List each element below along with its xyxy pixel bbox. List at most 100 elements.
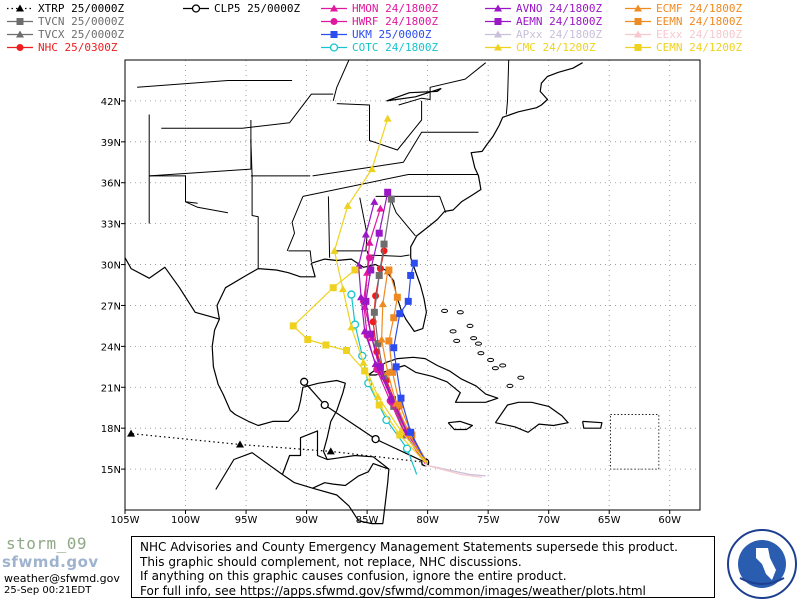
track-nhc [369, 247, 426, 463]
legend-marker-icon [16, 30, 24, 38]
antilles-box [610, 414, 660, 470]
legend-label: COTC 24/1800Z [352, 41, 439, 54]
state-boundary-line [366, 250, 410, 257]
track-cemn [289, 266, 427, 465]
track-xtrp [127, 429, 430, 466]
legend-marker-icon [634, 30, 642, 38]
track-point [322, 341, 330, 349]
lon-label: 90W [295, 515, 318, 526]
legend-swatch [7, 4, 33, 12]
track-point [359, 358, 368, 366]
cuba-outline [367, 356, 499, 403]
track-point [387, 195, 395, 203]
legend-marker-icon [330, 31, 338, 38]
legend-label: NHC 25/0300Z [38, 41, 118, 54]
legend-marker-icon [494, 43, 502, 51]
legend-marker-icon [16, 18, 24, 25]
legend-label: HMON 24/1800Z [352, 2, 439, 15]
state-boundary-line [312, 131, 479, 177]
track-point [404, 297, 412, 305]
track-aemn [362, 188, 427, 463]
legend-swatch [321, 18, 347, 25]
track-point [300, 377, 309, 386]
track-point [366, 254, 374, 262]
track-point [367, 330, 375, 338]
lon-label: 95W [235, 515, 258, 526]
track-point [338, 285, 347, 293]
disclaimer-line-4: For full info, see https://apps.sfwmd.go… [140, 583, 646, 598]
legend-swatch [625, 4, 651, 12]
lon-label: 60W [658, 515, 681, 526]
legend-label: TVCX 25/0000Z [38, 28, 125, 41]
track-line [425, 464, 483, 478]
track-point [370, 308, 378, 316]
track-point [375, 401, 383, 409]
legend-marker-icon [634, 4, 642, 12]
legend-marker-icon [329, 43, 339, 52]
track-point [371, 434, 380, 444]
state-boundary-line [327, 196, 331, 258]
track-point [362, 297, 370, 305]
track-point [407, 271, 415, 279]
track-point [367, 165, 376, 173]
track-point [361, 230, 370, 238]
state-boundary-line [302, 174, 479, 197]
lat-label: 15N [101, 465, 121, 476]
lon-label: 100W [171, 515, 200, 526]
central-america-inner-outline [281, 430, 328, 475]
island-outline [491, 366, 499, 371]
track-point [393, 293, 401, 301]
track-point [375, 229, 383, 237]
track-point [389, 368, 397, 376]
legend-label: HWRF 24/1800Z [352, 15, 439, 28]
state-boundary-line [375, 195, 447, 213]
track-point [127, 429, 136, 437]
legend-swatch [321, 31, 347, 38]
track-point [385, 266, 393, 274]
track-point [361, 367, 369, 375]
legend-swatch [625, 30, 651, 38]
track-hwrf [359, 254, 426, 464]
lon-label: 80W [416, 515, 439, 526]
track-point [376, 204, 385, 212]
legend-label: CEMN 24/1200Z [656, 41, 743, 54]
track-point [407, 428, 415, 436]
axis-labels: 105W 100W 95W 90W 85W 80W 75W 70W 65W 60W 15N 18N 21… [101, 97, 681, 526]
track-point [384, 188, 392, 196]
track-line [131, 433, 426, 463]
legend-marker-icon [330, 18, 338, 25]
island-outline [441, 308, 449, 314]
track-point [326, 447, 335, 455]
sfwmd-logo: sfwmd.gov [2, 553, 99, 571]
legend-item-eexx: EExx 24/1800Z [622, 28, 772, 41]
track-ukm [390, 259, 427, 464]
track-line [425, 464, 486, 477]
track-point [377, 335, 386, 343]
model-legend: XTRP 25/0000Z CLP5 25/0000Z HMON 24/1800Z A… [0, 0, 800, 62]
track-apxx [425, 464, 486, 477]
track-point [383, 114, 392, 122]
track-point [347, 323, 356, 331]
track-point [390, 344, 398, 352]
state-boundary-line [137, 80, 293, 88]
track-point [330, 246, 339, 254]
track-point [385, 337, 393, 345]
state-boundary-line [288, 250, 312, 262]
state-boundary-line [336, 100, 423, 151]
mexico-border-outline [124, 257, 220, 320]
track-point [378, 300, 387, 308]
island-outline [474, 341, 482, 346]
lon-label: 75W [477, 515, 500, 526]
legend-label: ECMF 24/1800Z [656, 2, 743, 15]
legend-swatch [7, 30, 33, 38]
legend-item-tvcn: TVCN 25/0000Z [4, 15, 154, 28]
track-point [375, 271, 383, 279]
model-tracks [127, 114, 486, 478]
legend-marker-icon [494, 30, 502, 38]
legend-marker-icon [494, 4, 502, 12]
track-point [236, 440, 244, 448]
track-line [333, 118, 427, 463]
state-boundary-line [250, 120, 259, 269]
track-eexx [425, 464, 483, 478]
lon-label: 70W [537, 515, 560, 526]
